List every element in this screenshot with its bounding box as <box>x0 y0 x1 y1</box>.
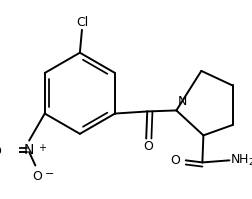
Text: O: O <box>0 145 1 158</box>
Text: O: O <box>143 140 153 153</box>
Text: +: + <box>39 143 47 153</box>
Text: N: N <box>177 95 187 108</box>
Text: O: O <box>171 154 180 167</box>
Text: Cl: Cl <box>76 16 88 29</box>
Text: NH$_2$: NH$_2$ <box>230 153 252 168</box>
Text: −: − <box>45 169 54 179</box>
Text: N: N <box>24 143 34 157</box>
Text: O: O <box>33 170 42 183</box>
